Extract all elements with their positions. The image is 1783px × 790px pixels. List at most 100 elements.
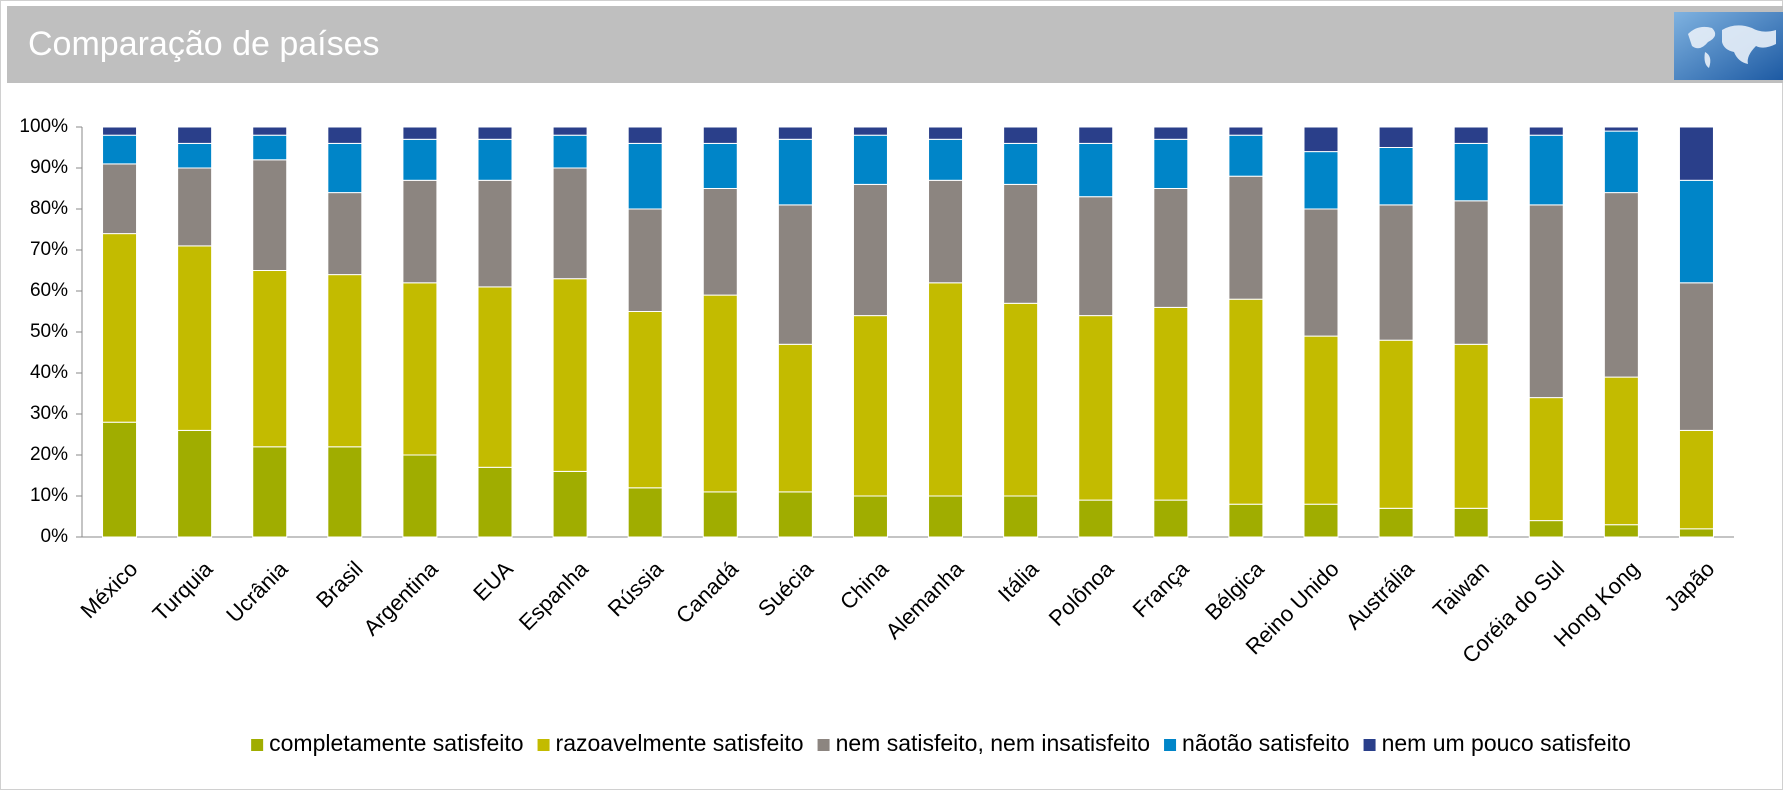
bar-segment (553, 168, 587, 279)
bar-segment (1379, 148, 1413, 205)
bar-segment (328, 143, 362, 192)
legend-label: completamente satisfeito (269, 730, 523, 756)
legend-label: razoavelmente satisfeito (556, 730, 804, 756)
bar-segment (853, 316, 887, 496)
bar-segment (103, 164, 137, 234)
bar-segment (478, 127, 512, 139)
bar-segment (553, 127, 587, 135)
legend-swatch (818, 739, 830, 751)
bar-segment (1079, 316, 1113, 501)
bar-segment (628, 312, 662, 488)
legend-label: nem satisfeito, nem insatisfeito (836, 730, 1150, 756)
bar-segment (1529, 205, 1563, 398)
bar-segment (1304, 127, 1338, 152)
bar-segment (553, 471, 587, 537)
bar-segment (1154, 189, 1188, 308)
bar-segment (853, 496, 887, 537)
globe-icon (1674, 12, 1783, 80)
bar-segment (1454, 143, 1488, 200)
bar-segment (628, 488, 662, 537)
bar-segment (778, 492, 812, 537)
bar-segment (253, 447, 287, 537)
bar-segment (778, 205, 812, 344)
bar-segment (178, 246, 212, 431)
bar-segment (403, 283, 437, 455)
bar-segment (929, 180, 963, 282)
bar-segment (1679, 283, 1713, 431)
bar-segment (853, 135, 887, 184)
bar-segment (1229, 504, 1263, 537)
bar-segment (1004, 127, 1038, 143)
bar-segment (478, 139, 512, 180)
bar-segment (1004, 303, 1038, 496)
bar-segment (553, 279, 587, 472)
legend-label: nãotão satisfeito (1182, 730, 1350, 756)
bar-segment (328, 127, 362, 143)
bar-segment (328, 447, 362, 537)
bar-segment (778, 127, 812, 139)
bar-segment (1679, 529, 1713, 537)
bar-segment (929, 127, 963, 139)
chart: Comparação de países 0%10%20%30%40%50%60… (0, 0, 1783, 790)
bar-segment (1379, 205, 1413, 340)
bar-segment (1079, 500, 1113, 537)
bar-segment (1154, 139, 1188, 188)
bar-segment (403, 180, 437, 282)
bar-segment (1079, 127, 1113, 143)
page: {"header": {"title": "Comparação de país… (0, 0, 1783, 790)
bar-segment (1154, 500, 1188, 537)
bar-segment (1079, 197, 1113, 316)
bar-segment (1679, 430, 1713, 528)
bar-segment (1604, 525, 1638, 537)
bar-segment (1679, 127, 1713, 180)
bar-segment (1229, 299, 1263, 504)
legend-swatch (538, 739, 550, 751)
y-tick-label: 70% (30, 239, 68, 260)
bar-segment (178, 143, 212, 168)
bar-segment (1229, 127, 1263, 135)
bar-segment (929, 496, 963, 537)
bar-segment (103, 234, 137, 423)
bar-segment (703, 492, 737, 537)
bar-segment (1529, 521, 1563, 537)
bar-segment (1304, 336, 1338, 504)
bar-segment (178, 430, 212, 537)
bar-segment (103, 422, 137, 537)
bar-segment (553, 135, 587, 168)
legend-label: nem um pouco satisfeito (1382, 730, 1631, 756)
bar-segment (853, 127, 887, 135)
bar-segment (328, 275, 362, 447)
bar-segment (1529, 398, 1563, 521)
bar-segment (1454, 201, 1488, 344)
y-tick-label: 20% (30, 444, 68, 465)
bar-segment (253, 271, 287, 447)
bar-segment (478, 287, 512, 467)
bar-segment (778, 139, 812, 205)
bar-segment (929, 283, 963, 496)
bar-segment (403, 455, 437, 537)
bar-segment (703, 189, 737, 296)
bar-segment (703, 143, 737, 188)
legend-swatch (251, 739, 263, 751)
bar-segment (103, 135, 137, 164)
bar-segment (1379, 340, 1413, 508)
bar-segment (929, 139, 963, 180)
legend-swatch (1364, 739, 1376, 751)
bar-segment (1529, 135, 1563, 205)
bar-segment (1529, 127, 1563, 135)
bar-segment (628, 209, 662, 312)
bar-segment (628, 127, 662, 143)
bar-segment (1004, 184, 1038, 303)
bar-segment (253, 160, 287, 271)
bar-segment (1604, 193, 1638, 378)
y-tick-label: 30% (30, 403, 68, 424)
bar-segment (1154, 127, 1188, 139)
bar-segment (778, 344, 812, 492)
bar-segment (1604, 377, 1638, 525)
bar-segment (103, 127, 137, 135)
y-tick-label: 90% (30, 157, 68, 178)
bar-segment (628, 143, 662, 209)
bar-segment (1454, 127, 1488, 143)
bar-segment (253, 135, 287, 160)
y-tick-label: 0% (41, 526, 69, 547)
